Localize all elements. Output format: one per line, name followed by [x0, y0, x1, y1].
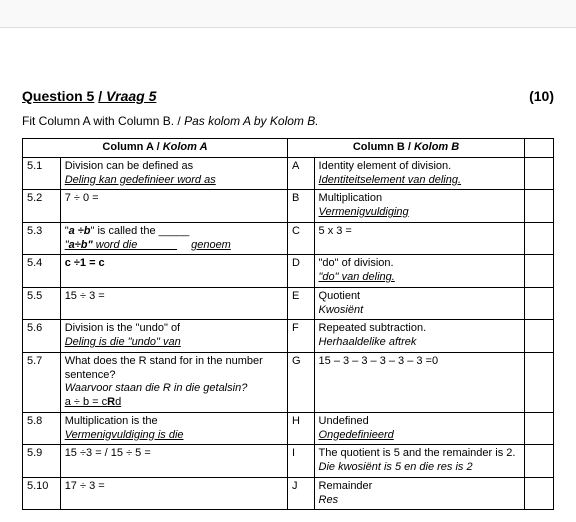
row-letter: A	[287, 157, 314, 190]
question-title: Question 5 / Vraag 5	[22, 88, 156, 104]
col-a-cell: Division is the "undo" of Deling is die …	[60, 320, 287, 353]
row-number: 5.4	[23, 255, 61, 288]
col-b-cell: Identity element of division. Identiteit…	[314, 157, 525, 190]
answer-cell	[525, 352, 554, 412]
col-a-cell: Division can be defined as Deling kan ge…	[60, 157, 287, 190]
instruction: Fit Column A with Column B. / Pas kolom …	[22, 114, 554, 128]
table-row: 5.8 Multiplication is the Vermenigvuldig…	[23, 412, 554, 445]
col-a-cell: Multiplication is the Vermenigvuldiging …	[60, 412, 287, 445]
answer-cell	[525, 255, 554, 288]
document-page: Question 5 / Vraag 5 (10) Fit Column A w…	[0, 28, 576, 522]
question-title-af: Vraag 5	[106, 88, 156, 104]
table-row: 5.6 Division is the "undo" of Deling is …	[23, 320, 554, 353]
row-number: 5.3	[23, 222, 61, 255]
row-number: 5.5	[23, 287, 61, 320]
col-b-cell: 5 x 3 =	[314, 222, 525, 255]
app-top-bar	[0, 0, 576, 28]
answer-cell	[525, 320, 554, 353]
answer-cell	[525, 287, 554, 320]
table-row: 5.7 What does the R stand for in the num…	[23, 352, 554, 412]
answer-cell	[525, 412, 554, 445]
row-number: 5.7	[23, 352, 61, 412]
row-number: 5.6	[23, 320, 61, 353]
col-a-cell: 15 ÷3 = / 15 ÷ 5 =	[60, 445, 287, 478]
row-number: 5.9	[23, 445, 61, 478]
question-marks: (10)	[529, 88, 554, 104]
col-a-cell: 17 ÷ 3 =	[60, 477, 287, 510]
question-title-en: Question 5	[22, 88, 94, 104]
col-b-cell: 15 – 3 – 3 – 3 – 3 – 3 =0	[314, 352, 525, 412]
answer-col-header	[525, 139, 554, 158]
col-a-cell: c ÷1 = c	[60, 255, 287, 288]
col-b-cell: "do" of division. "do" van deling.	[314, 255, 525, 288]
row-number: 5.2	[23, 190, 61, 223]
answer-cell	[525, 157, 554, 190]
col-a-cell: What does the R stand for in the number …	[60, 352, 287, 412]
instruction-en: Fit Column A with Column B.	[22, 114, 174, 128]
answer-cell	[525, 445, 554, 478]
table-row: 5.3 "a ÷b" is called the _____ "a÷b" wor…	[23, 222, 554, 255]
row-letter: G	[287, 352, 314, 412]
col-a-cell: 7 ÷ 0 =	[60, 190, 287, 223]
question-heading-row: Question 5 / Vraag 5 (10)	[22, 88, 554, 104]
matching-table: Column A / Kolom A Column B / Kolom B 5.…	[22, 138, 554, 510]
instruction-af: Pas kolom A by Kolom B.	[184, 114, 319, 128]
table-row: 5.1 Division can be defined as Deling ka…	[23, 157, 554, 190]
row-letter: D	[287, 255, 314, 288]
col-b-cell: Undefined Ongedefinieerd	[314, 412, 525, 445]
col-a-cell: "a ÷b" is called the _____ "a÷b" word di…	[60, 222, 287, 255]
table-row: 5.2 7 ÷ 0 = B Multiplication Vermenigvul…	[23, 190, 554, 223]
col-b-cell: The quotient is 5 and the remainder is 2…	[314, 445, 525, 478]
col-b-header: Column B / Kolom B	[287, 139, 524, 158]
answer-cell	[525, 222, 554, 255]
row-letter: B	[287, 190, 314, 223]
col-a-cell: 15 ÷ 3 =	[60, 287, 287, 320]
answer-cell	[525, 190, 554, 223]
row-letter: F	[287, 320, 314, 353]
row-letter: E	[287, 287, 314, 320]
col-a-header: Column A / Kolom A	[23, 139, 288, 158]
row-letter: J	[287, 477, 314, 510]
row-number: 5.1	[23, 157, 61, 190]
table-row: 5.9 15 ÷3 = / 15 ÷ 5 = I The quotient is…	[23, 445, 554, 478]
table-row: 5.5 15 ÷ 3 = E Quotient Kwosiënt	[23, 287, 554, 320]
row-number: 5.10	[23, 477, 61, 510]
row-number: 5.8	[23, 412, 61, 445]
row-letter: I	[287, 445, 314, 478]
col-b-cell: Repeated subtraction. Herhaaldelike aftr…	[314, 320, 525, 353]
row-letter: H	[287, 412, 314, 445]
table-header-row: Column A / Kolom A Column B / Kolom B	[23, 139, 554, 158]
answer-cell	[525, 477, 554, 510]
row-letter: C	[287, 222, 314, 255]
col-b-cell: Remainder Res	[314, 477, 525, 510]
col-b-cell: Multiplication Vermenigvuldiging	[314, 190, 525, 223]
col-b-cell: Quotient Kwosiënt	[314, 287, 525, 320]
table-row: 5.4 c ÷1 = c D "do" of division. "do" va…	[23, 255, 554, 288]
table-row: 5.10 17 ÷ 3 = J Remainder Res	[23, 477, 554, 510]
